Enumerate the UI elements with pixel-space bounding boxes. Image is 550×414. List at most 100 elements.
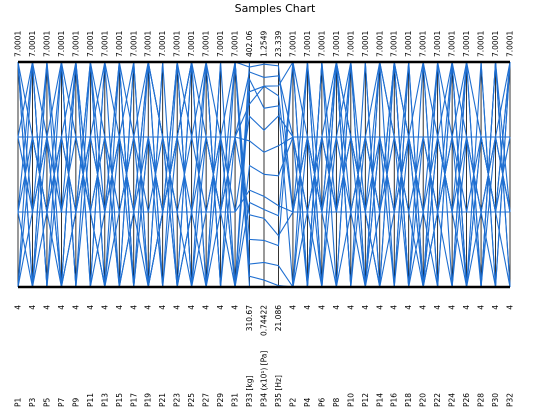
axis-name-label: P2 [288,397,297,407]
axis-max-label: 7.0001 [375,31,384,57]
axis-max-label: 7.0001 [100,31,109,57]
axis-min-label: 4 [448,305,457,310]
axis-name-label: P11 [86,393,95,407]
axis-min-label: 4 [71,305,80,310]
axis-name-label: P4 [303,397,312,407]
axis-max-label: 7.0001 [42,31,51,57]
axis-min-label: 4 [303,305,312,310]
axis-max-label: 7.0001 [57,31,66,57]
axis-min-label: 4 [129,305,138,310]
chart-title: Samples Chart [234,2,316,15]
axis-min-label: 4 [115,305,124,310]
sample-line-9 [17,61,511,288]
axis-min-label: 4 [477,305,486,310]
axis-name-label: P30 [491,393,500,407]
axis-min-label: 4 [404,305,413,310]
axis-max-label: 7.0001 [419,31,428,57]
sample-line-14 [17,61,511,288]
axis-min-label: 4 [346,305,355,310]
axis-min-label: 4 [231,305,240,310]
axis-min-label: 4 [42,305,51,310]
axis-min-label: 4 [491,305,500,310]
axis-min-label: 4 [57,305,66,310]
axis-max-label: 7.0001 [317,31,326,57]
axis-name-label: P6 [317,397,326,407]
axis-max-label: 7.0001 [129,31,138,57]
axis-min-label: 4 [187,305,196,310]
axis-max-label: 7.0001 [491,31,500,57]
axis-name-label: P29 [216,393,225,407]
axis-name-label: P34 (x10¹) [Pa] [260,351,269,407]
axis-name-label: P31 [231,393,240,407]
axis-min-label: 4 [86,305,95,310]
axis-min-label: 4 [361,305,370,310]
axis-max-label: 7.0001 [216,31,225,57]
sample-line-8 [18,189,510,213]
axis-max-label: 7.0001 [144,31,153,57]
axis-name-label: P16 [390,393,399,407]
axis-name-label: P7 [57,397,66,407]
axis-max-label: 7.0001 [506,31,515,57]
axis-min-label: 310.67 [245,305,254,331]
axis-name-label: P25 [187,393,196,407]
axis-max-label: 7.0001 [71,31,80,57]
axis-name-label: P8 [332,397,341,407]
axis-name-label: P13 [100,393,109,407]
axis-max-label: 7.0001 [462,31,471,57]
axis-min-label: 4 [332,305,341,310]
axis-name-label: P9 [71,397,80,407]
axis-min-label: 4 [144,305,153,310]
axis-min-label: 21.086 [274,305,283,331]
axis-name-label: P17 [129,393,138,407]
sample-line-7 [18,136,510,153]
axis-name-label: P3 [28,397,37,407]
axis-name-label: P19 [144,393,153,407]
axis-max-label: 7.0001 [14,31,23,57]
axis-name-label: P23 [173,393,182,407]
axis-min-label: 4 [390,305,399,310]
axis-min-label: 4 [158,305,167,310]
axis-max-label: 7.0001 [390,31,399,57]
axis-max-label: 7.0001 [477,31,486,57]
axis-max-label: 7.0001 [173,31,182,57]
axis-max-label: 7.0001 [433,31,442,57]
axis-min-label: 4 [375,305,384,310]
axis-name-label: P10 [346,393,355,407]
axis-max-label: 7.0001 [115,31,124,57]
axis-max-label: 7.0001 [303,31,312,57]
axis-name-label: P12 [361,393,370,407]
axis-name-label: P5 [42,397,51,407]
axis-max-label: 7.0001 [202,31,211,57]
axis-max-label: 7.0001 [231,31,240,57]
axis-name-label: P26 [462,393,471,407]
axis-min-label: 4 [462,305,471,310]
axis-name-label: P1 [14,397,23,407]
axis-min-label: 4 [202,305,211,310]
axis-name-label: P27 [202,393,211,407]
axis-max-label: 7.0001 [288,31,297,57]
axis-max-label: 23.339 [274,31,283,57]
axis-name-label: P35 [Hz] [274,375,283,407]
axis-min-label: 4 [433,305,442,310]
axis-max-label: 7.0001 [346,31,355,57]
axis-max-label: 7.0001 [86,31,95,57]
axis-name-label: P24 [448,393,457,407]
axis-min-label: 4 [216,305,225,310]
axis-name-label: P28 [477,393,486,407]
axis-name-label: P14 [375,393,384,407]
axis-min-label: 4 [419,305,428,310]
axis-max-label: 7.0001 [404,31,413,57]
axis-max-label: 7.0001 [158,31,167,57]
axis-min-label: 4 [100,305,109,310]
axis-name-label: P20 [419,393,428,407]
axis-name-label: P18 [404,393,413,407]
axis-min-label: 4 [173,305,182,310]
axis-min-label: 0.74422 [260,305,269,336]
axis-max-label: 7.0001 [448,31,457,57]
sample-line-16 [17,61,511,288]
axis-max-label: 7.0001 [361,31,370,57]
axis-name-label: P22 [433,393,442,407]
axis-max-label: 7.0001 [187,31,196,57]
axis-min-label: 4 [28,305,37,310]
